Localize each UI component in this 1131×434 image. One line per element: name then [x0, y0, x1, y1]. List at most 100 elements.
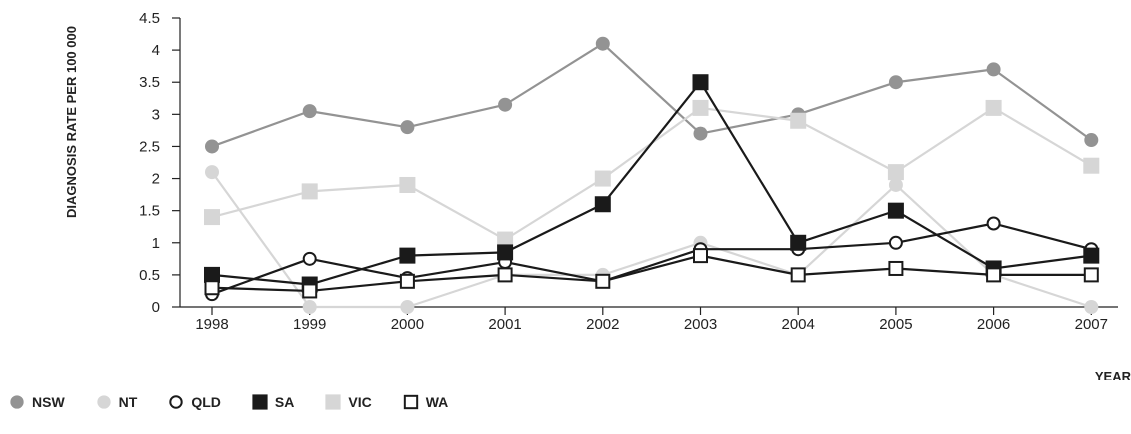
data-point-wa — [302, 283, 318, 299]
data-point-vic — [204, 209, 220, 226]
data-point-nt — [302, 300, 317, 314]
data-point-nsw — [595, 36, 610, 51]
data-point-qld — [888, 235, 903, 250]
data-point-sa — [1083, 247, 1100, 264]
x-tick-label: 2000 — [391, 316, 424, 333]
data-point-vic — [399, 176, 416, 193]
data-point-nt — [1084, 300, 1099, 314]
x-tick-label: 1999 — [293, 316, 326, 333]
data-point-sa — [692, 74, 709, 91]
y-tick-label: 0.5 — [139, 267, 160, 284]
data-point-nsw — [888, 75, 903, 90]
y-tick-label: 2 — [152, 171, 160, 188]
y-tick-label: 0 — [152, 299, 160, 316]
x-tick-label: 2002 — [586, 316, 619, 333]
data-point-nsw — [986, 62, 1001, 77]
data-point-wa — [986, 267, 1002, 283]
x-tick-label: 2007 — [1075, 316, 1108, 333]
line-chart: 0 0.5 1 1.5 2 2.5 3 3.5 4 4.5 1998 1999 2000 2001 2002… — [64, 10, 1131, 380]
legend-label: VIC — [348, 394, 372, 410]
series-lines — [211, 42, 1092, 309]
data-point-vic — [790, 112, 807, 129]
data-point-nsw — [302, 104, 317, 119]
data-point-qld — [302, 251, 317, 266]
data-point-wa — [888, 260, 904, 276]
legend-label: QLD — [191, 394, 221, 410]
x-axis-title: YEAR — [1095, 369, 1131, 380]
x-tick-label: 2005 — [879, 316, 912, 333]
data-point-wa — [1083, 267, 1099, 283]
legend-item-qld: QLD — [167, 393, 221, 411]
data-point-sa — [399, 247, 416, 264]
x-tick-label: 1998 — [195, 316, 228, 333]
series-line-nsw — [211, 42, 1092, 148]
legend-marker-wa — [403, 394, 418, 410]
legend-label: WA — [425, 394, 449, 410]
x-tick-label: 2006 — [977, 316, 1010, 333]
data-point-nt — [888, 177, 903, 192]
axes — [179, 18, 1118, 308]
data-point-nsw — [205, 139, 219, 154]
legend-label: NT — [118, 394, 138, 410]
series-line-vic — [211, 106, 1092, 241]
data-point-vic — [594, 170, 611, 187]
legend-item-wa: WA — [402, 393, 449, 411]
legend-symbol — [97, 395, 111, 409]
data-point-nsw — [693, 126, 708, 141]
data-point-vic — [1083, 157, 1100, 174]
data-point-sa — [497, 244, 514, 261]
data-point-nsw — [400, 120, 415, 135]
y-tick-label: 3 — [152, 106, 160, 123]
series-line-qld — [211, 222, 1092, 296]
y-axis-title: DIAGNOSIS RATE PER 100 000 — [64, 26, 79, 218]
y-tick-label: 3.5 — [139, 74, 160, 91]
legend-marker-nsw — [10, 395, 24, 409]
data-point-nt — [205, 165, 219, 180]
y-tick-label: 2.5 — [139, 138, 160, 155]
data-point-vic — [301, 183, 318, 200]
data-point-wa — [595, 273, 611, 289]
legend-symbol — [403, 394, 418, 410]
data-point-wa — [693, 248, 708, 264]
data-point-vic — [985, 99, 1002, 116]
legend-symbol — [325, 394, 341, 410]
legend-item-nt: NT — [95, 393, 138, 411]
y-tick-label: 1 — [152, 235, 160, 252]
y-tick-label: 4 — [152, 42, 160, 59]
data-point-vic — [692, 99, 709, 116]
data-point-sa — [887, 202, 904, 219]
data-point-nsw — [1084, 133, 1099, 148]
legend-label: NSW — [32, 394, 65, 410]
y-tick-label: 1.5 — [139, 203, 160, 220]
data-point-wa — [790, 267, 806, 283]
data-point-nt — [400, 300, 415, 314]
data-point-wa — [497, 267, 513, 283]
x-tick-label: 2001 — [488, 316, 521, 333]
series-line-wa — [211, 254, 1092, 293]
series-markers — [204, 36, 1100, 314]
legend-marker-vic — [325, 394, 341, 410]
data-point-vic — [887, 164, 904, 181]
legend-item-sa: SA — [251, 393, 294, 411]
legend-marker-qld — [169, 395, 184, 409]
legend-symbol — [169, 395, 184, 409]
legend-marker-nt — [97, 395, 111, 409]
ticks: 0 0.5 1 1.5 2 2.5 3 3.5 4 4.5 1998 1999 2000 2001 2002… — [139, 10, 1108, 333]
data-point-wa — [204, 280, 220, 296]
y-tick-label: 4.5 — [139, 10, 160, 27]
data-point-sa — [594, 196, 611, 213]
legend-item-nsw: NSW — [8, 393, 65, 411]
series-line-nt — [211, 171, 1092, 309]
data-point-qld — [986, 216, 1001, 231]
data-point-sa — [204, 266, 220, 283]
legend-symbol — [252, 394, 268, 410]
legend-marker-sa — [252, 394, 268, 410]
legend-label: SA — [274, 394, 295, 410]
x-tick-label: 2004 — [782, 316, 815, 333]
x-tick-label: 2003 — [684, 316, 717, 333]
data-point-wa — [399, 273, 415, 289]
data-point-sa — [790, 234, 807, 251]
legend-symbol — [10, 395, 24, 409]
legend: NSW NT QLD SA VIC WA — [8, 391, 478, 413]
legend-item-vic: VIC — [324, 393, 372, 411]
